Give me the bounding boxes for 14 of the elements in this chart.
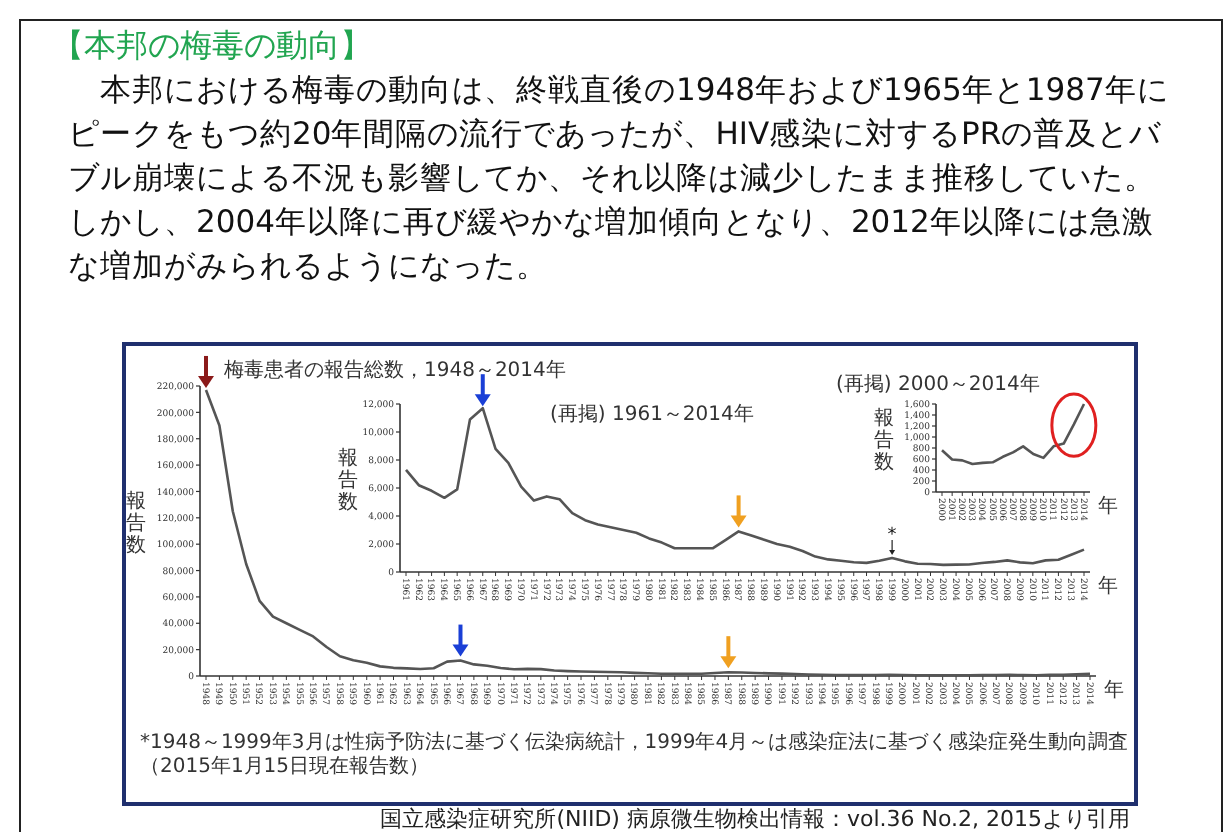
y-axis-title: 報告数 [874, 406, 894, 474]
x-axis-title: 年 [1104, 678, 1124, 702]
chart-title: (再掲) 1961～2014年 [550, 402, 754, 426]
y-axis-title: 報告数 [126, 489, 146, 557]
text: 国立感染症研究所(NIID) 病原微生物検出情報：vol.36 No.2, 2015より引用 [380, 806, 1130, 832]
x-axis-title: 年 [1098, 494, 1118, 518]
text: *1948～1999年3月は性病予防法に基づく伝染病統計，1999年4月～は感染症法に基づく感染症発生動向調査（2015年1月15日現在報告数） [140, 730, 1129, 778]
text: 本邦における梅毒の動向は、終戦直後の1948年および1965年と1987年にピークをもつ約20年間隔の流行であったが、HIV感染に対するPRの普及とバブル崩壊による不況も影響してか、それ以降は減少したまま推移していた。しかし、2004年以降に再び緩やかな増加傾向となり、2012年以降には急激な増加がみられるようになった。 [68, 72, 1169, 284]
x-axis-title: 年 [1098, 574, 1118, 598]
chart-title: (再掲) 2000～2014年 [836, 372, 1040, 396]
chart-title: 梅毒患者の報告総数，1948～2014年 [222, 358, 566, 382]
annotation: * [887, 526, 898, 546]
y-axis-title: 報告数 [338, 446, 358, 514]
text: 【本邦の梅毒の動向】 [52, 26, 372, 64]
